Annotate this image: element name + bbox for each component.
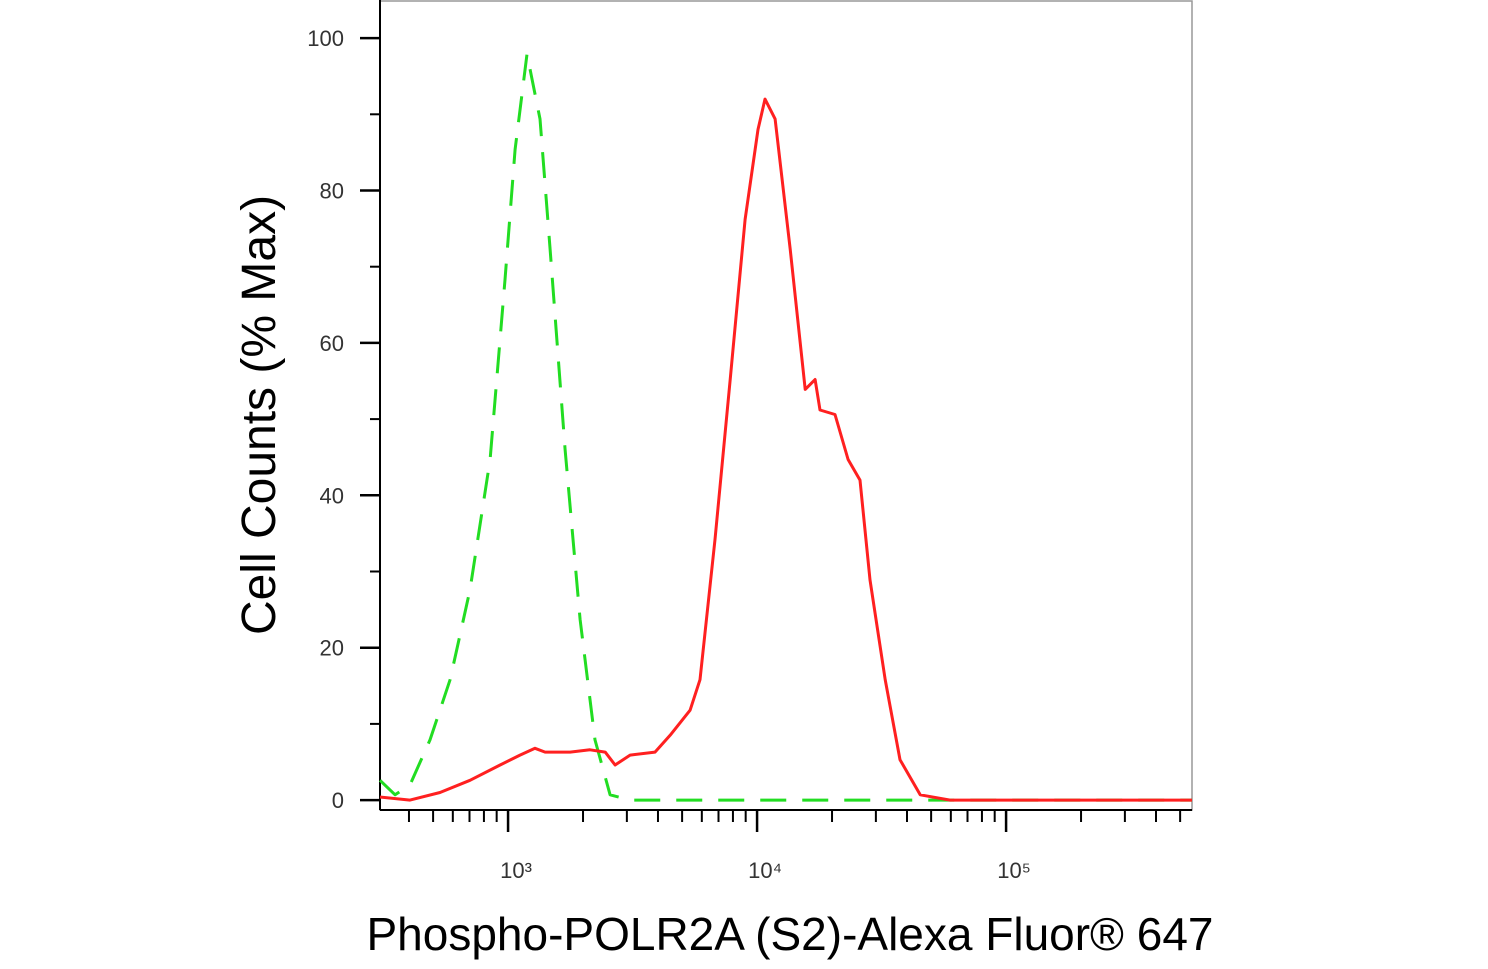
- x-tick-label: 10⁴: [748, 858, 782, 883]
- y-tick-label: 0: [332, 788, 344, 813]
- series-line: [379, 97, 1192, 802]
- y-tick-label: 60: [320, 331, 344, 356]
- series-line: [378, 52, 1192, 802]
- y-tick-label: 40: [320, 483, 344, 508]
- x-tick-label: 10⁵: [997, 858, 1031, 883]
- y-tick-label: 100: [307, 26, 344, 51]
- plot-frame: [379, 0, 1193, 811]
- y-tick-label: 80: [320, 178, 344, 203]
- y-tick-label: 20: [320, 636, 344, 661]
- x-tick-label: 10³: [500, 858, 532, 883]
- x-axis-label: Phospho-POLR2A (S2)-Alexa Fluor® 647: [367, 908, 1214, 960]
- y-axis-label: Cell Counts (% Max): [233, 195, 286, 635]
